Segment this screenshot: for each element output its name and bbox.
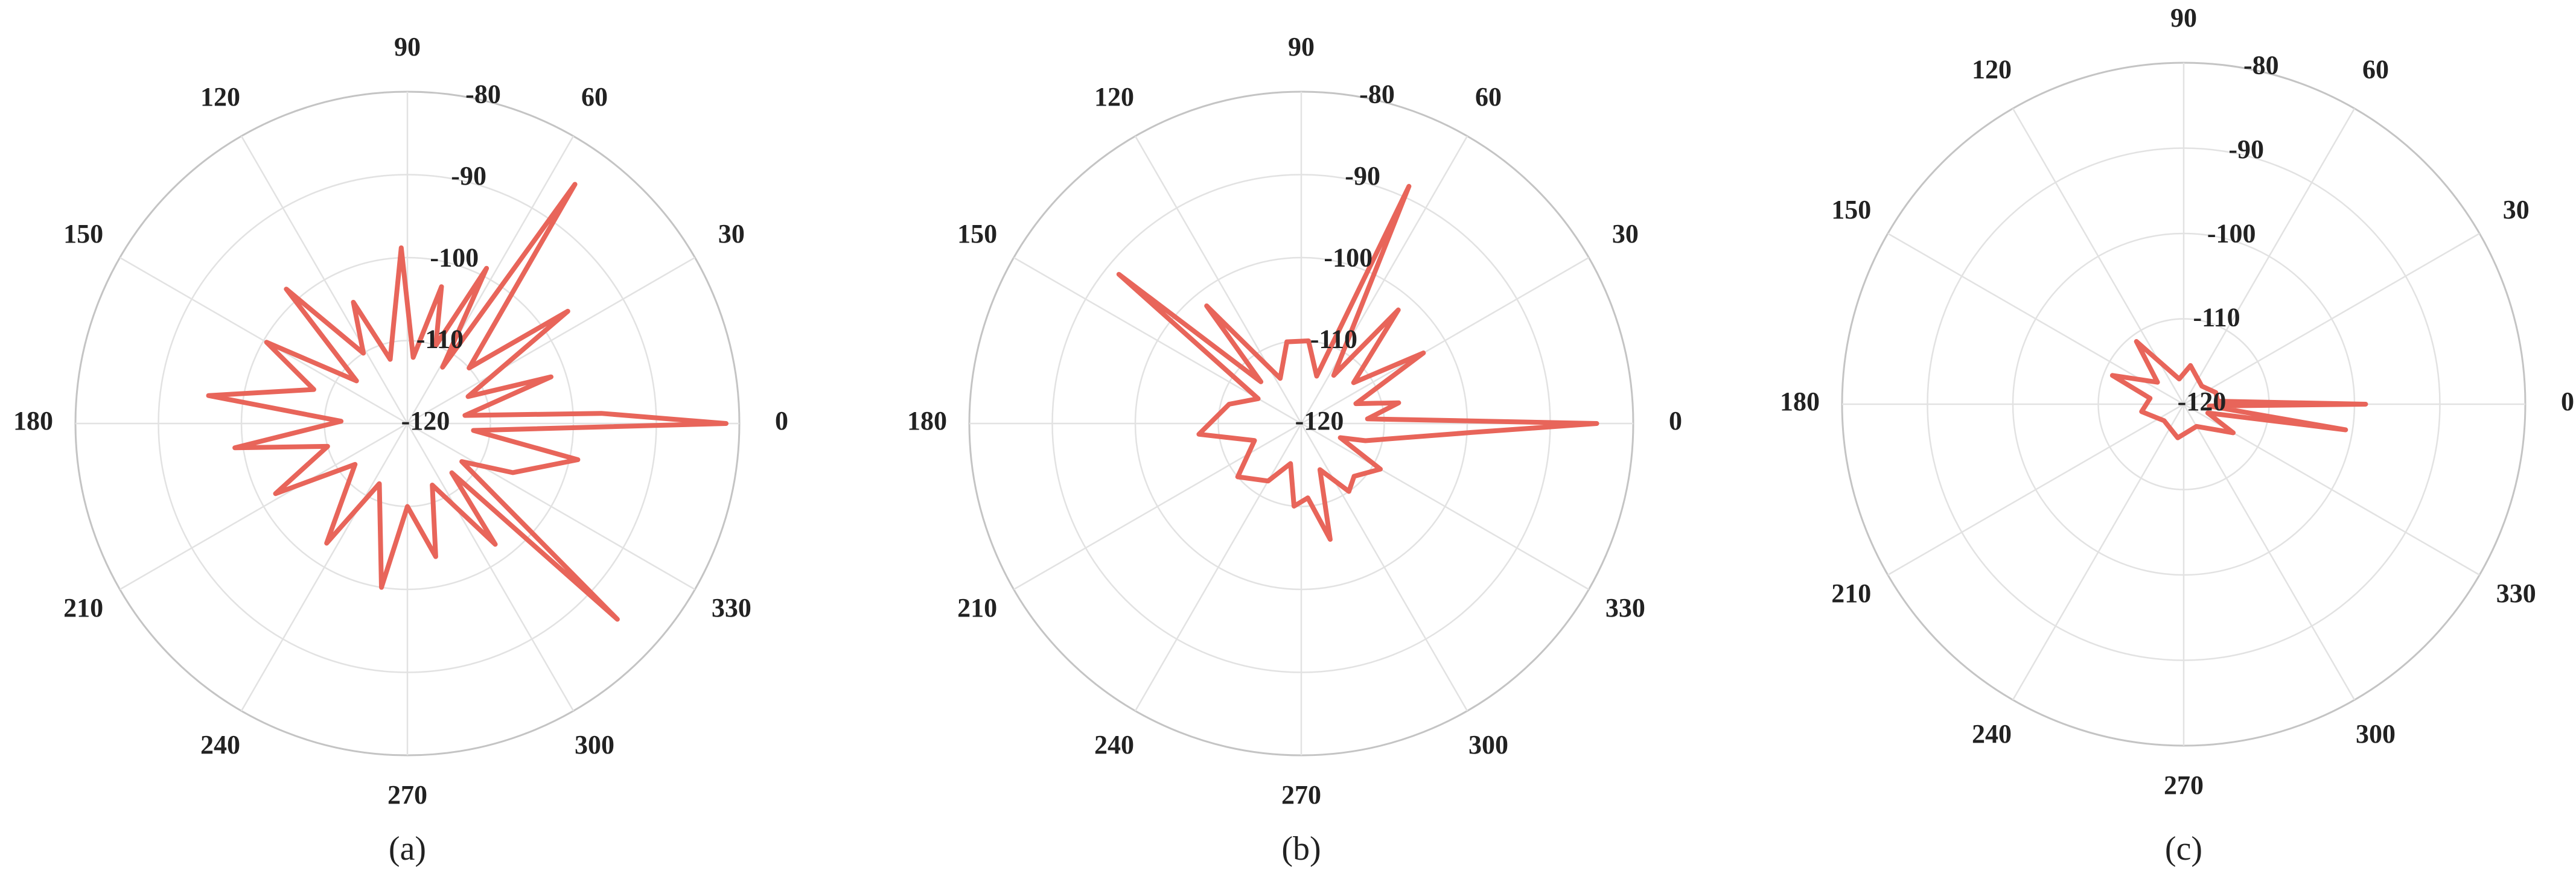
polar-chart: 0 30 60 90 120 150 180 210 240 270 300 330 -120 -110 -… bbox=[13, 32, 788, 868]
r-tick-label: -80 bbox=[465, 79, 501, 109]
r-tick-label: -120 bbox=[2178, 387, 2227, 416]
data-line bbox=[1116, 183, 1599, 542]
r-tick-label: -110 bbox=[416, 325, 464, 354]
theta-tick-label: 300 bbox=[1468, 730, 1508, 760]
grid-spoke bbox=[407, 256, 695, 425]
theta-tick-label: 0 bbox=[2561, 387, 2574, 416]
grid-spoke bbox=[406, 423, 575, 711]
grid-spoke bbox=[120, 256, 408, 425]
grid-spoke bbox=[1300, 423, 1468, 711]
theta-tick-label: 120 bbox=[1094, 82, 1134, 112]
caption: (b) bbox=[1281, 830, 1321, 868]
grid-spoke bbox=[2182, 404, 2356, 700]
theta-tick-label: 210 bbox=[63, 593, 103, 623]
theta-tick-label: 240 bbox=[1094, 730, 1134, 760]
theta-tick-label: 330 bbox=[712, 593, 751, 623]
r-tick-label: -120 bbox=[1295, 406, 1344, 436]
theta-tick-label: 60 bbox=[581, 82, 608, 112]
grid-spoke bbox=[1301, 422, 1589, 591]
polar-chart: 0 30 60 90 120 150 180 210 240 270 300 330 -120 -110 -… bbox=[907, 32, 1682, 868]
grid-spoke bbox=[1134, 136, 1302, 424]
theta-tick-label: 330 bbox=[1605, 593, 1645, 623]
r-tick-label: -90 bbox=[2228, 135, 2264, 164]
theta-tick-label: 90 bbox=[394, 32, 421, 62]
r-tick-label: -100 bbox=[1324, 243, 1372, 272]
r-tick-label: -110 bbox=[2193, 303, 2240, 332]
grid-spoke bbox=[120, 422, 408, 591]
r-tick-label: -110 bbox=[1310, 325, 1357, 354]
theta-tick-label: 270 bbox=[2164, 770, 2204, 800]
grid-spoke bbox=[240, 423, 409, 711]
theta-tick-label: 300 bbox=[575, 730, 614, 760]
theta-tick-label: 60 bbox=[2362, 54, 2389, 84]
theta-tick-label: 270 bbox=[387, 780, 427, 810]
data-line bbox=[2109, 339, 2368, 440]
grid-spoke bbox=[1301, 256, 1589, 425]
grid-spoke bbox=[2182, 108, 2356, 405]
caption: (a) bbox=[389, 830, 426, 868]
r-tick-label: -100 bbox=[2207, 218, 2256, 248]
theta-tick-label: 0 bbox=[1669, 406, 1682, 436]
theta-tick-label: 30 bbox=[718, 219, 745, 249]
grid-spoke bbox=[407, 422, 695, 591]
polar-chart: 0 30 60 90 120 150 180 210 240 270 300 330 -120 -110 -… bbox=[1780, 3, 2574, 868]
caption: (c) bbox=[2165, 830, 2202, 868]
r-tick-label: -100 bbox=[430, 243, 479, 272]
theta-tick-label: 240 bbox=[1972, 719, 2012, 749]
theta-tick-label: 150 bbox=[957, 219, 997, 249]
grid-spoke bbox=[240, 136, 409, 424]
grid-spoke bbox=[1887, 403, 2184, 576]
grid-spoke bbox=[1887, 232, 2184, 405]
theta-tick-label: 150 bbox=[1831, 195, 1871, 224]
grid-spoke bbox=[1013, 422, 1302, 591]
theta-tick-label: 300 bbox=[2356, 719, 2396, 749]
grid-spoke bbox=[2183, 232, 2480, 405]
theta-tick-label: 30 bbox=[1612, 219, 1639, 249]
theta-tick-label: 150 bbox=[63, 219, 103, 249]
theta-tick-label: 90 bbox=[1288, 32, 1315, 62]
r-tick-label: -80 bbox=[2243, 51, 2279, 80]
grid-spoke bbox=[2012, 404, 2185, 700]
theta-tick-label: 90 bbox=[2170, 3, 2197, 33]
theta-tick-label: 210 bbox=[957, 593, 997, 623]
r-tick-label: -120 bbox=[401, 406, 450, 436]
grid-spoke bbox=[1134, 423, 1302, 711]
theta-tick-label: 30 bbox=[2503, 195, 2530, 224]
theta-tick-label: 120 bbox=[200, 82, 240, 112]
theta-tick-label: 60 bbox=[1475, 82, 1502, 112]
theta-tick-label: 180 bbox=[907, 406, 947, 436]
theta-tick-label: 240 bbox=[200, 730, 240, 760]
theta-tick-label: 0 bbox=[775, 406, 788, 436]
theta-tick-label: 120 bbox=[1972, 54, 2012, 84]
theta-tick-label: 210 bbox=[1831, 579, 1871, 608]
theta-tick-label: 180 bbox=[1780, 387, 1820, 416]
grid-spoke bbox=[406, 136, 575, 424]
r-tick-label: -90 bbox=[451, 161, 486, 191]
grid-spoke bbox=[1300, 136, 1468, 424]
r-tick-label: -90 bbox=[1345, 161, 1380, 191]
theta-tick-label: 180 bbox=[13, 406, 53, 436]
theta-tick-label: 270 bbox=[1281, 780, 1321, 810]
r-tick-label: -80 bbox=[1359, 79, 1395, 109]
theta-tick-label: 330 bbox=[2496, 579, 2536, 608]
data-line bbox=[206, 182, 728, 622]
